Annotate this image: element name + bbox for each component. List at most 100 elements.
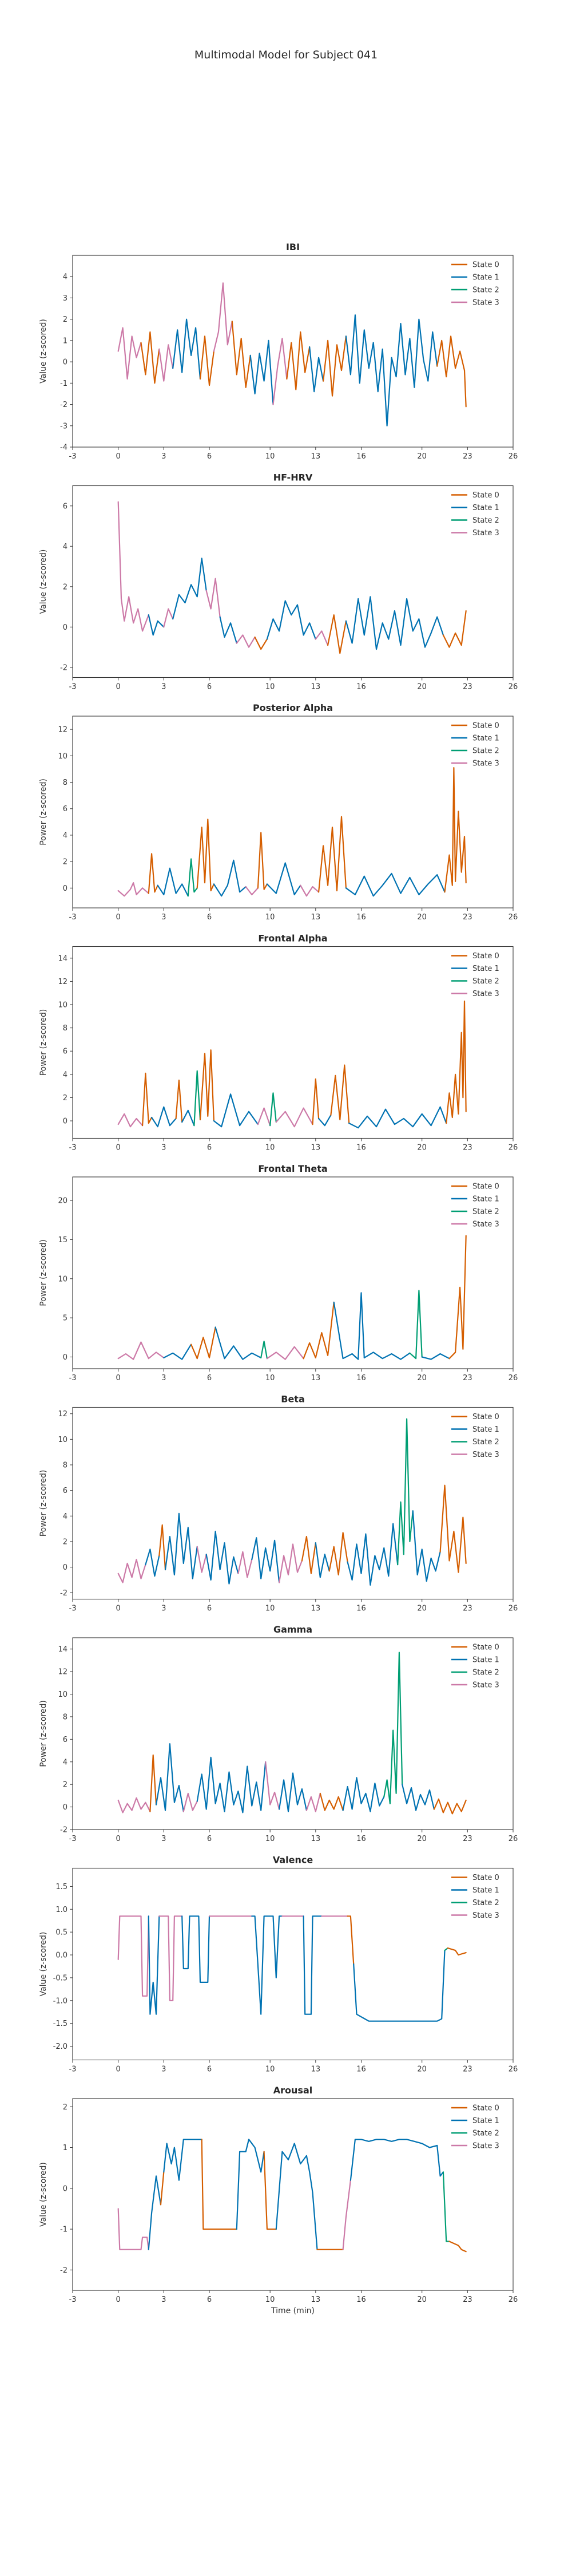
legend: State 0 State 1 State 2 State 3 xyxy=(451,722,499,768)
y-tick-label: 10 xyxy=(58,752,67,761)
legend-label: State 3 xyxy=(472,760,499,768)
y-tick-label: 2 xyxy=(63,1781,67,1789)
panel-frontal-theta: Frontal Theta -3 0 3 6 10 13 16 20 23 26 0 5 10 15 20 Po… xyxy=(39,1163,518,1382)
legend-label: State 3 xyxy=(472,2142,499,2151)
x-tick-label: 6 xyxy=(207,913,212,922)
series-line-state-3 xyxy=(245,886,259,896)
x-tick-label: 3 xyxy=(161,2065,166,2074)
y-tick-label: -2 xyxy=(60,663,67,672)
series-group xyxy=(117,1235,467,1360)
legend: State 0 State 1 State 2 State 3 xyxy=(451,952,499,998)
y-tick-label: 8 xyxy=(63,1713,67,1721)
y-tick-label: 0 xyxy=(63,1117,67,1126)
x-tick-label: 3 xyxy=(161,2296,166,2304)
y-tick-label: 2 xyxy=(63,858,67,867)
y-tick-label: -1.5 xyxy=(53,2020,67,2028)
series-line-state-1 xyxy=(181,1109,195,1127)
series-line-state-3 xyxy=(213,282,233,352)
y-tick-label: 20 xyxy=(58,1197,67,1206)
x-tick-label: 16 xyxy=(356,1374,366,1382)
axes-frame xyxy=(72,1867,514,2061)
x-tick-label: 0 xyxy=(116,452,121,461)
series-line-state-1 xyxy=(148,1915,160,2015)
axes-frame xyxy=(72,2098,514,2291)
x-tick-label: 16 xyxy=(356,452,366,461)
series-line-state-1 xyxy=(436,2144,444,2177)
x-tick-label: 10 xyxy=(265,1835,275,1843)
series-line-state-1 xyxy=(219,616,237,644)
x-tick-label: 20 xyxy=(417,2296,427,2304)
y-tick-label: 6 xyxy=(63,1487,67,1495)
series-line-state-3 xyxy=(275,1107,313,1128)
legend: State 0 State 1 State 2 State 3 xyxy=(451,1874,499,1920)
x-tick-label: 3 xyxy=(161,1374,166,1382)
series-line-state-3 xyxy=(196,1546,207,1573)
series-line-state-1 xyxy=(383,1523,399,1577)
series-group xyxy=(117,501,467,654)
series-line-state-1 xyxy=(430,616,444,636)
panel-title: Frontal Theta xyxy=(258,1163,327,1174)
x-tick-label: 6 xyxy=(207,1374,212,1382)
series-line-state-0 xyxy=(447,1947,467,1956)
x-tick-label: -3 xyxy=(69,1374,77,1382)
y-tick-label: -2 xyxy=(60,1826,67,1835)
series-line-state-0 xyxy=(286,331,311,390)
series-group xyxy=(117,1652,467,1815)
y-axis-label: Power (z-scored) xyxy=(39,1009,48,1076)
y-axis-label: Value (z-scored) xyxy=(39,550,48,614)
series-line-state-2 xyxy=(442,2171,450,2242)
x-tick-label: 6 xyxy=(207,1835,212,1843)
x-tick-label: 6 xyxy=(207,452,212,461)
x-tick-label: 26 xyxy=(509,2296,518,2304)
y-tick-label: 1 xyxy=(63,337,67,345)
y-tick-label: 0 xyxy=(63,1353,67,1362)
figure-title: Multimodal Model for Subject 041 xyxy=(194,49,378,61)
y-tick-label: 0.0 xyxy=(55,1951,67,1960)
legend-label: State 2 xyxy=(472,2129,499,2138)
x-tick-label: 13 xyxy=(311,683,321,692)
series-line-state-3 xyxy=(117,1341,165,1360)
legend-label: State 3 xyxy=(472,1220,499,1229)
panel-frontal-alpha: Frontal Alpha -3 0 3 6 10 13 16 20 23 26 0 2 4 6 8 10 12 1… xyxy=(39,933,518,1152)
y-tick-label: 0.5 xyxy=(55,1929,67,1937)
series-line-state-2 xyxy=(187,858,198,897)
series-line-state-1 xyxy=(388,598,432,648)
series-line-state-0 xyxy=(463,369,467,408)
series-group xyxy=(117,1418,467,1586)
series-line-state-1 xyxy=(172,558,207,620)
series-line-state-1 xyxy=(400,874,446,896)
series-line-state-1 xyxy=(151,1106,177,1128)
series-line-state-0 xyxy=(199,1049,214,1122)
y-tick-label: 2 xyxy=(63,1538,67,1547)
series-line-state-2 xyxy=(260,1341,268,1360)
y-axis-label: Power (z-scored) xyxy=(39,779,48,846)
x-tick-label: 16 xyxy=(356,1835,366,1843)
series-group xyxy=(117,1000,467,1129)
series-line-state-1 xyxy=(172,318,201,380)
series-line-state-0 xyxy=(231,321,251,388)
series-line-state-0 xyxy=(433,1798,467,1815)
x-tick-label: 13 xyxy=(311,2065,321,2074)
series-line-state-1 xyxy=(317,1114,332,1127)
y-tick-label: 6 xyxy=(63,1048,67,1056)
y-tick-label: -1.0 xyxy=(53,1997,67,2005)
series-line-state-1 xyxy=(342,1777,385,1812)
legend-label: State 3 xyxy=(472,1681,499,1690)
series-line-state-2 xyxy=(397,1418,414,1566)
series-line-state-0 xyxy=(317,816,347,893)
legend-label: State 1 xyxy=(472,1656,499,1665)
series-line-state-1 xyxy=(279,1772,308,1812)
x-tick-label: 10 xyxy=(265,1144,275,1152)
x-tick-label: 26 xyxy=(509,452,518,461)
x-tick-label: 3 xyxy=(161,1144,166,1152)
axes-frame xyxy=(72,1406,514,1600)
x-tick-label: 0 xyxy=(116,913,121,922)
x-tick-label: 23 xyxy=(463,1605,472,1613)
x-tick-label: 20 xyxy=(417,1144,427,1152)
series-line-state-2 xyxy=(269,1092,277,1127)
legend-label: State 1 xyxy=(472,1425,499,1434)
series-line-state-1 xyxy=(333,1292,365,1360)
series-line-state-3 xyxy=(117,882,149,897)
y-tick-label: 1.5 xyxy=(55,1883,67,1891)
x-tick-label: -3 xyxy=(69,1144,77,1152)
